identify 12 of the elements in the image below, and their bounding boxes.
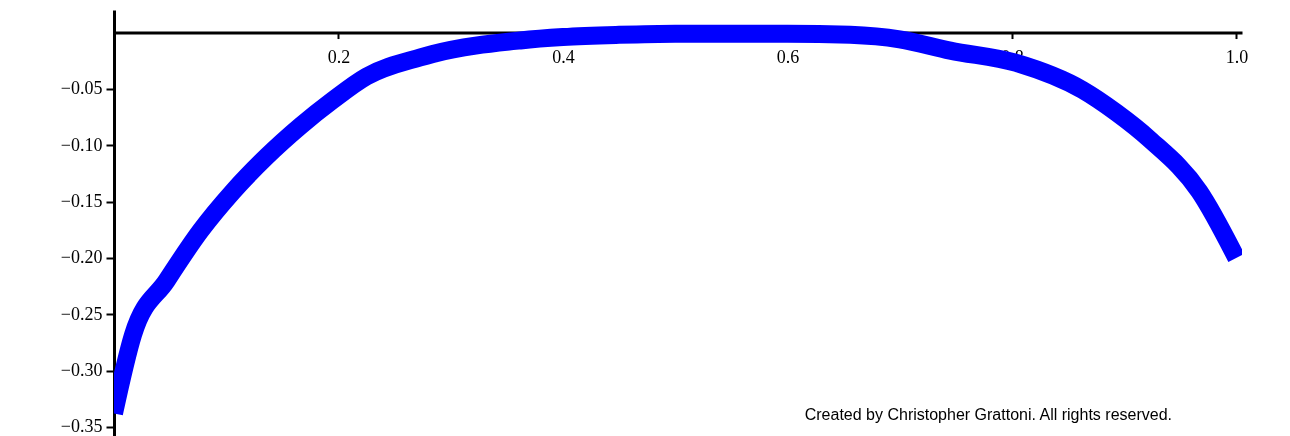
y-tick-label: −0.10	[60, 134, 103, 155]
x-tick-label: 1.0	[1225, 47, 1249, 68]
annotation: Created by Christopher Grattoni. All rights reserved.	[804, 406, 1172, 424]
y-tick-label: −0.20	[60, 247, 103, 268]
y-tick-label: −0.30	[60, 360, 103, 381]
y-tick-label: −0.15	[60, 191, 103, 212]
x-tick-label: 0.4	[552, 47, 575, 68]
y-tick-label: −0.25	[60, 303, 103, 324]
x-tick-label: 0.2	[327, 47, 351, 68]
x-tick-label: 0.6	[776, 47, 800, 68]
y-tick-label: −0.05	[60, 78, 103, 99]
y-tick-label: −0.35	[60, 416, 103, 436]
